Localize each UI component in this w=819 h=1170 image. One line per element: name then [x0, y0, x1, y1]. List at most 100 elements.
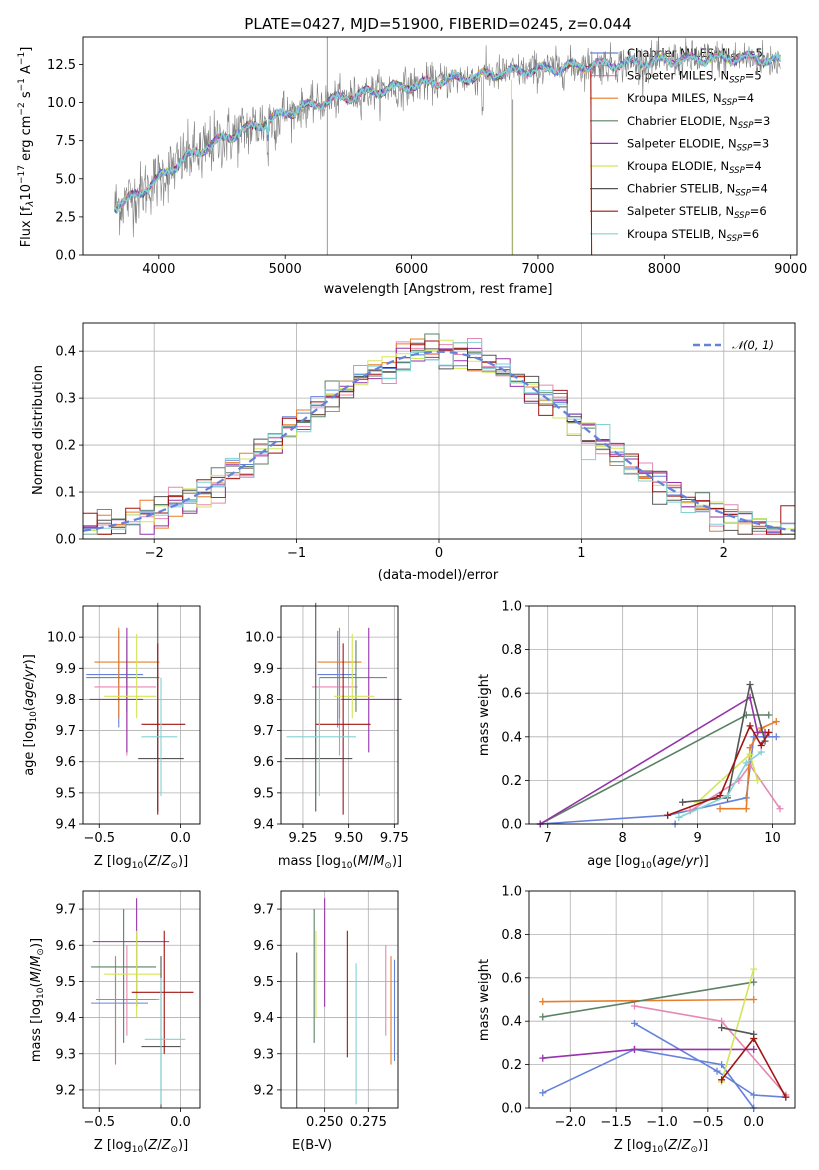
age-massweight-point-marker: [746, 722, 754, 730]
Z-massweight-ytick-label: 0.8: [501, 928, 522, 943]
age-massweight-point-marker: [765, 728, 773, 736]
Z-massweight-point-marker: [539, 1089, 547, 1097]
Z-massweight-point-marker: [630, 1019, 638, 1027]
Z-massweight-point-marker: [782, 1093, 790, 1101]
spectrum-axes: 4000 5000 6000 7000 8000 9000 0.0 2.5 5.0 7.5 10.0…: [47, 58, 807, 277]
massage-xlabel: mass [log10(M/M⊙)]: [278, 854, 402, 871]
age-massweight-point-marker: [754, 776, 762, 784]
residual-histogram-xtick-label: 0: [435, 546, 443, 561]
mass-age-frame: [280, 605, 399, 825]
age-massweight-ytick-label: 0.4: [501, 730, 522, 745]
Z-massweight-frame: [528, 890, 796, 1109]
EBV-xtick-label: 0.250: [306, 1115, 343, 1130]
Z-massweight-point-marker: [718, 1061, 726, 1069]
Z-mass-axes: −0.5 0.0 9.2 9.3 9.4 9.5 9.6 9.7: [55, 891, 200, 1130]
residual-histogram-ytick-label: 0.2: [55, 439, 76, 454]
hist-legend: 𝒩(0, 1): [693, 338, 774, 352]
mass-age-xtick-label: 9.75: [380, 831, 409, 846]
Z-mass-ytick-label: 9.4: [55, 1011, 76, 1026]
age-massweight-point-marker: [765, 711, 773, 719]
age-massweight-xtick-label: 9: [693, 831, 701, 846]
spectrum-legend-count: =4: [745, 159, 762, 173]
age-massweight-ytick-label: 0.0: [501, 818, 522, 833]
zmw-ylabel: mass weight: [477, 959, 492, 1041]
age-massweight-axes: 7 8 9 10 0.0 0.2 0.4 0.6 0.8 1.0: [501, 600, 795, 846]
zmass-xlabel: Z [log10(Z/Z⊙)]: [94, 1138, 188, 1155]
EBV-ytick-label: 9.6: [253, 939, 274, 954]
age-massweight-series-line: [689, 763, 781, 812]
zage-ylabel: age [log10(age/yr)]: [22, 654, 39, 776]
spectrum-model-line: [114, 49, 781, 215]
mass-age-ytick-label: 9.9: [253, 662, 274, 677]
age-massweight-series-line: [678, 751, 762, 819]
Z-massweight-point-marker: [630, 1002, 638, 1010]
residual-histogram-ytick-label: 0.1: [55, 486, 76, 501]
spectrum-ylabel: Flux [fλ10−17 erg cm−2 s−1 A−1]: [17, 47, 36, 248]
spectrum-ytick-label: 0.0: [55, 249, 76, 264]
Z-massweight-point-marker: [539, 1054, 547, 1062]
spectrum-legend-label: Salpeter ELODIE, NSSP=3: [627, 136, 769, 153]
ebv-xlabel: E(B-V): [292, 1138, 332, 1153]
age-massweight-point-marker: [757, 748, 765, 756]
age-massweight-point-marker: [772, 718, 780, 726]
Z-age-ytick-label: 9.5: [55, 786, 76, 801]
agemw-xlabel: age [log10(age/yr)]: [587, 854, 709, 871]
hist-series-step: [83, 341, 795, 535]
Z-massweight-ytick-label: 0.0: [501, 1102, 522, 1117]
age-massweight-ytick-label: 0.2: [501, 774, 522, 789]
Z-age-xtick-label: 0.0: [170, 831, 191, 846]
Z-mass-ytick-label: 9.5: [55, 975, 76, 990]
spectrum-ytick-label: 5.0: [55, 172, 76, 187]
age-massweight-point-marker: [742, 759, 750, 767]
age-massweight-ytick-label: 1.0: [501, 600, 522, 615]
Z-age-ytick-label: 9.4: [55, 818, 76, 833]
age-massweight-point-marker: [746, 680, 754, 688]
Z-mass-ytick-label: 9.7: [55, 903, 76, 918]
Z-massweight-point-marker: [713, 1067, 721, 1075]
spectrum-legend-count: =3: [752, 136, 769, 150]
Z-age-ytick-label: 10.0: [47, 631, 76, 646]
spectrum-legend-sub: SSP: [738, 121, 754, 131]
residual-histogram-frame: [82, 322, 796, 540]
residual-histogram-ytick-label: 0.0: [55, 533, 76, 548]
spectrum-legend-label: Salpeter MILES, NSSP=5: [627, 69, 762, 86]
hist-xlabel: (data-model)/error: [378, 568, 499, 583]
Z-massweight-series-line: [720, 968, 755, 1083]
spectrum-legend-count: =6: [750, 204, 767, 218]
spectrum-legend-sub: SSP: [727, 234, 743, 244]
Z-massweight-point-marker: [750, 978, 758, 986]
residual-histogram-ytick-label: 0.4: [55, 345, 76, 360]
spectrum-legend-sub: SSP: [722, 98, 738, 108]
Z-massweight-series-line: [634, 1022, 786, 1098]
Z-age-plot-area: [86, 602, 186, 815]
Z-massweight-series-line: [542, 998, 754, 1003]
spectrum-legend-sub: SSP: [729, 76, 745, 86]
Z-massweight-xtick-label: −1.0: [646, 1115, 678, 1130]
Z-age-ytick-label: 9.8: [55, 693, 76, 708]
spectrum-xtick-label: 7000: [521, 262, 554, 277]
mass-age-ytick-label: 9.6: [253, 755, 274, 770]
spectrum-title: PLATE=0427, MJD=51900, FIBERID=0245, z=0…: [244, 15, 631, 33]
mass-age-axes: 9.25 9.50 9.75 9.4 9.5 9.6 9.7 9.8 9.9 10.0: [245, 606, 409, 846]
hist-ylabel: Normed distribution: [31, 365, 46, 495]
Z-massweight-ytick-label: 0.2: [501, 1058, 522, 1073]
Z-mass-ytick-label: 9.3: [55, 1047, 76, 1062]
age-massweight-point-marker: [776, 805, 784, 813]
mass-age-ytick-label: 9.4: [253, 818, 274, 833]
residual-histogram-xtick-label: 2: [720, 546, 728, 561]
spectrum-xtick-label: 6000: [395, 262, 428, 277]
zage-xlabel: Z [log10(Z/Z⊙)]: [94, 854, 188, 871]
age-massweight-point-marker: [742, 805, 750, 813]
spectrum-legend-count: =4: [751, 182, 768, 196]
Z-massweight-point-marker: [718, 1076, 726, 1084]
hist-series-step: [83, 342, 795, 535]
spectrum-legend-sub: SSP: [729, 166, 745, 176]
age-massweight-point-marker: [757, 742, 765, 750]
spectrum-legend-label: Kroupa STELIB, NSSP=6: [627, 227, 759, 244]
EBV-ytick-label: 9.2: [253, 1083, 274, 1098]
spectrum-ytick-label: 2.5: [55, 210, 76, 225]
Z-massweight-point-marker: [630, 1045, 638, 1053]
age-massweight-xtick-label: 10: [764, 831, 781, 846]
residual-histogram-axes: −2 −1 0 1 2 0.0 0.1 0.2 0.3 0.4: [55, 323, 795, 561]
Z-mass-xtick-label: 0.0: [170, 1115, 191, 1130]
